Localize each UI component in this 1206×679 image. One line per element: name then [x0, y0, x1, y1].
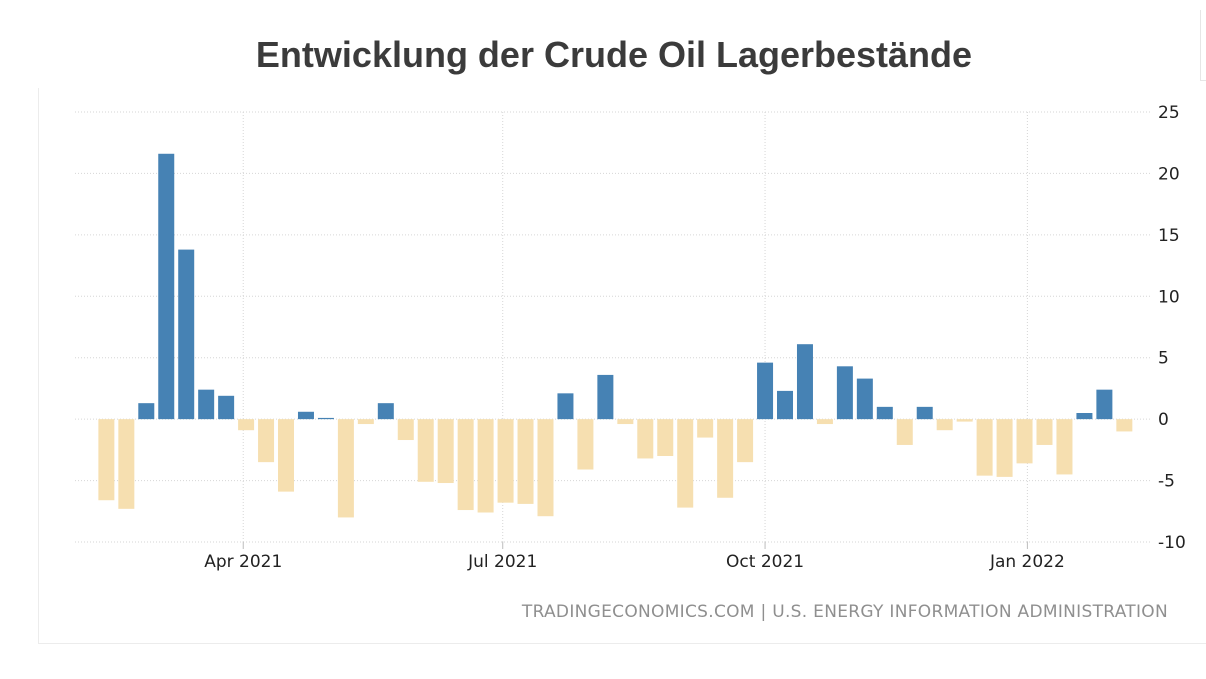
bar — [218, 395, 235, 420]
bar — [836, 366, 853, 420]
y-tick-label: 10 — [1158, 287, 1180, 307]
bar — [417, 419, 434, 482]
bar — [976, 419, 993, 476]
bar — [537, 419, 554, 517]
x-tick-label: Apr 2021 — [204, 552, 282, 572]
y-tick-label: -5 — [1158, 472, 1175, 492]
bar — [178, 249, 195, 420]
x-tick-label: Jan 2022 — [989, 552, 1065, 572]
x-tick-label: Oct 2021 — [726, 552, 804, 572]
bar — [437, 419, 454, 484]
y-tick-label: 15 — [1158, 226, 1180, 246]
y-axis-labels: 25 20 15 10 5 0 -5 -10 — [1158, 103, 1186, 553]
bar — [517, 419, 534, 504]
bar — [876, 406, 893, 420]
bar — [1076, 413, 1093, 420]
bar — [98, 419, 115, 501]
bar — [1096, 389, 1113, 420]
bar — [1036, 419, 1053, 445]
bar — [1056, 419, 1073, 475]
bar — [617, 419, 634, 425]
bar — [657, 419, 674, 456]
bar — [717, 419, 734, 498]
bars-layer — [98, 153, 1133, 518]
bar — [477, 419, 494, 513]
bar — [118, 419, 135, 509]
source-text: TRADINGECONOMICS.COM | U.S. ENERGY INFOR… — [521, 602, 1168, 622]
x-tick-label: Jul 2021 — [467, 552, 537, 572]
corner-frame — [1200, 10, 1206, 81]
bar — [337, 419, 354, 518]
bar — [996, 419, 1013, 477]
chart-title: Entwicklung der Crude Oil Lagerbestände — [255, 34, 973, 75]
bar — [936, 419, 953, 431]
bar — [317, 417, 334, 420]
x-axis-labels: Apr 2021 Jul 2021 Oct 2021 Jan 2022 — [204, 542, 1065, 572]
bar — [956, 419, 973, 422]
bar — [777, 390, 794, 420]
bar — [497, 419, 514, 503]
bar — [258, 419, 275, 463]
bar — [278, 419, 295, 492]
grid-layer — [75, 111, 1150, 543]
bar — [297, 411, 314, 420]
bar — [757, 362, 774, 420]
bar — [238, 419, 255, 431]
y-tick-label: 25 — [1158, 103, 1180, 123]
bar — [198, 389, 215, 420]
bar — [916, 406, 933, 420]
bar — [397, 419, 414, 441]
bar — [896, 419, 913, 445]
bar — [557, 393, 574, 420]
bar — [737, 419, 754, 463]
bar — [1116, 419, 1133, 432]
bar — [816, 419, 833, 425]
bar — [597, 374, 614, 420]
bar — [377, 403, 394, 420]
bar — [1016, 419, 1033, 464]
y-tick-label: 5 — [1158, 349, 1169, 369]
bar — [577, 419, 594, 470]
bar — [856, 378, 873, 420]
y-tick-label: 0 — [1158, 410, 1169, 430]
y-tick-label: -10 — [1158, 533, 1186, 553]
y-tick-label: 20 — [1158, 164, 1180, 184]
bar — [138, 403, 155, 420]
bar — [357, 419, 374, 425]
bar — [677, 419, 694, 508]
chart-panel — [38, 88, 1206, 644]
bar — [457, 419, 474, 511]
bar — [796, 344, 813, 420]
bar — [697, 419, 714, 438]
bar — [637, 419, 654, 459]
bar — [158, 153, 175, 420]
